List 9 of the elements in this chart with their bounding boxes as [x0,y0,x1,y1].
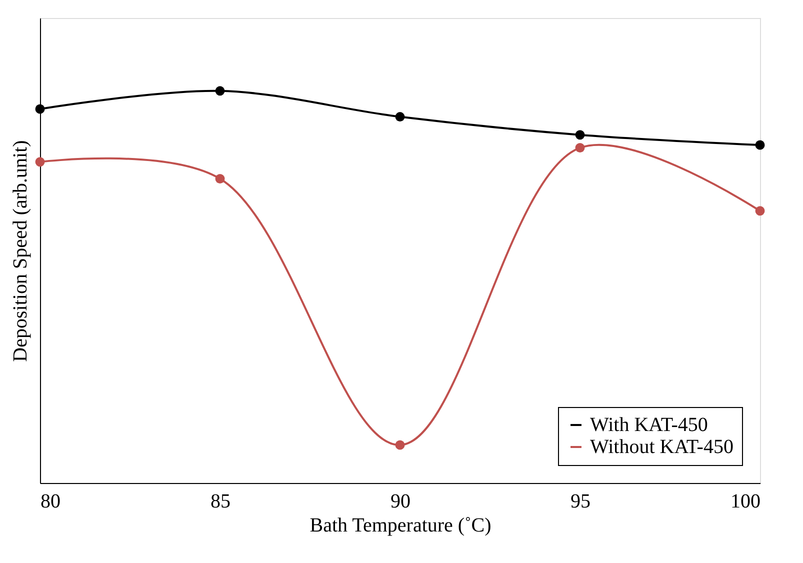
x-tick-label: 80 [40,490,60,512]
x-tick-label: 95 [570,490,590,512]
x-tick-label: 100 [730,490,760,512]
legend-label: With KAT-450 [590,414,708,436]
x-tick-label: 85 [210,490,230,512]
y-axis-title: Deposition Speed (arb.unit) [10,140,32,362]
x-tick-label: 90 [390,490,410,512]
legend-label: Without KAT-450 [590,436,734,458]
x-axis-title: Bath Temperature (˚C) [310,514,492,536]
